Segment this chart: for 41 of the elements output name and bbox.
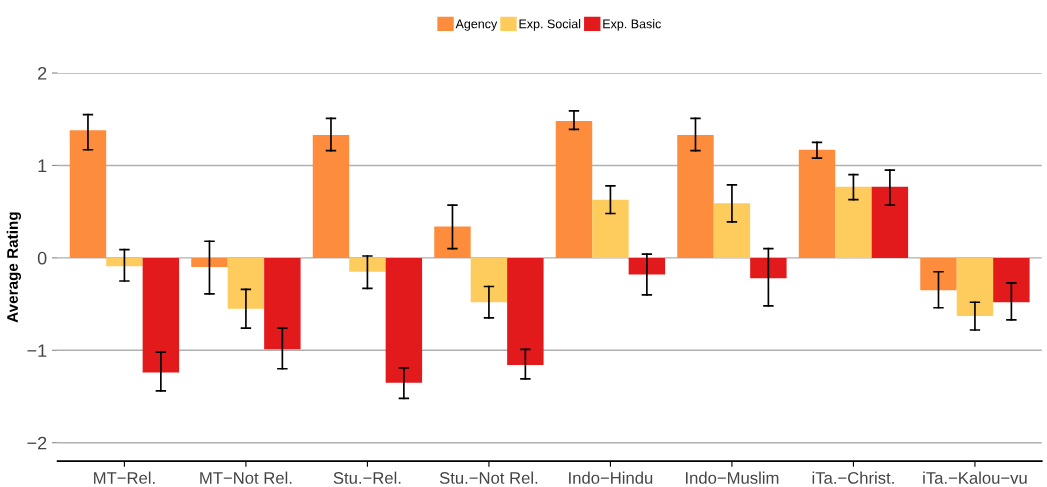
bar bbox=[555, 121, 593, 258]
bar bbox=[69, 130, 107, 258]
bar bbox=[264, 257, 301, 350]
bar bbox=[312, 134, 350, 258]
legend-label: Exp. Basic bbox=[603, 19, 661, 31]
bar bbox=[227, 257, 265, 309]
x-tick-label: Indo−Muslim bbox=[686, 471, 779, 484]
x-tick-label: Stu.−Not Rel. bbox=[439, 471, 538, 484]
x-tick-label: MT−Rel. bbox=[94, 471, 155, 484]
bar bbox=[835, 186, 872, 258]
legend-label: Agency bbox=[455, 19, 498, 31]
y-axis-title: Average Rating bbox=[6, 212, 22, 323]
bar bbox=[993, 257, 1030, 303]
y-tick-label: 1 bbox=[38, 159, 47, 173]
legend-label: Exp. Social bbox=[519, 19, 581, 31]
bar bbox=[798, 149, 836, 258]
bar bbox=[470, 257, 508, 303]
y-tick-label: −1 bbox=[27, 344, 47, 357]
bar bbox=[628, 257, 666, 275]
y-tick-label: −2 bbox=[27, 436, 47, 450]
x-tick-label: Indo−Hindu bbox=[569, 471, 653, 484]
x-tick-label: MT−Not Rel. bbox=[200, 471, 292, 484]
x-tick-label: iTa.−Kalou−vu bbox=[923, 471, 1027, 484]
bar bbox=[434, 226, 471, 258]
y-tick-label: 0 bbox=[37, 251, 47, 265]
bar bbox=[385, 257, 423, 383]
bar bbox=[956, 257, 994, 317]
x-tick-label: iTa.−Christ. bbox=[812, 471, 894, 484]
bar bbox=[592, 199, 629, 258]
bar bbox=[507, 257, 544, 366]
y-tick-label: 2 bbox=[38, 66, 47, 80]
bar bbox=[349, 257, 386, 272]
bar bbox=[871, 186, 909, 258]
bar bbox=[920, 257, 957, 291]
bar bbox=[142, 257, 180, 373]
x-tick-label: Stu.−Rel. bbox=[333, 471, 401, 484]
bar bbox=[750, 257, 787, 279]
bar bbox=[677, 134, 714, 258]
bar bbox=[191, 257, 228, 268]
bar bbox=[713, 203, 751, 258]
bar bbox=[106, 257, 143, 267]
